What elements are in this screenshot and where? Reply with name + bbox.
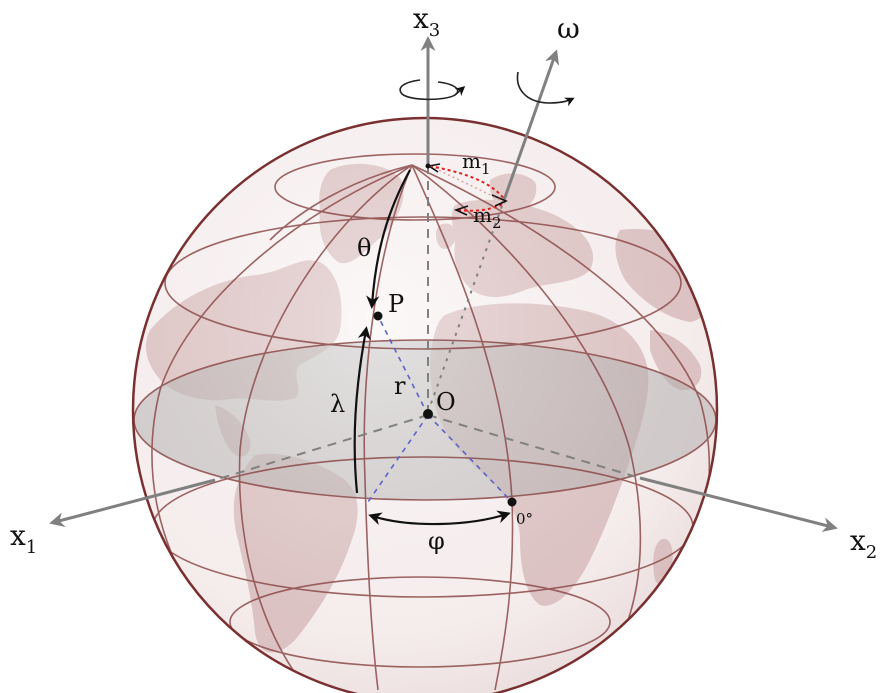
label-o: O: [436, 388, 456, 416]
label-theta: θ: [357, 234, 371, 262]
pole-path-m1: [429, 165, 506, 201]
lambda-arrow: [353, 326, 371, 494]
label-m1-sub: 1: [481, 160, 491, 178]
label-zero-deg: 0°: [516, 510, 533, 528]
point-p-dot: [373, 311, 383, 321]
label-omega: ω: [557, 12, 580, 45]
label-x2-sub: 2: [866, 542, 877, 563]
label-x1: x1: [10, 519, 37, 558]
label-p: P: [388, 290, 404, 318]
x1-axis: [49, 478, 216, 527]
label-phi: φ: [428, 527, 445, 555]
rotation-omega-icon: [516, 71, 575, 107]
label-m2: m2: [473, 203, 502, 232]
coordinate-axes: [49, 36, 838, 533]
origin-dot: [423, 409, 433, 419]
label-lambda: λ: [330, 390, 345, 418]
label-m1: m1: [462, 149, 491, 178]
label-x2: x2: [850, 524, 877, 563]
label-r: r: [394, 372, 406, 400]
x2-axis-hidden: [427, 414, 641, 479]
omega-axis-hidden: [427, 202, 504, 413]
label-x1-sub: 1: [26, 537, 37, 558]
rotation-x3-icon: [399, 79, 466, 101]
label-x3: x3: [413, 2, 440, 41]
pole-path-m2: [457, 202, 506, 212]
graticule: [133, 153, 717, 691]
theta-arrow: [366, 169, 411, 309]
label-x3-sub: 3: [429, 20, 440, 41]
label-m2-sub: 2: [492, 214, 502, 232]
omega-axis: [501, 49, 560, 204]
sphere: [131, 116, 719, 693]
pole-motion: [425, 163, 508, 216]
phi-arrow: [368, 510, 511, 526]
zero-meridian-dot: [507, 497, 517, 507]
x2-axis: [639, 476, 838, 533]
x1-axis-hidden: [214, 414, 429, 481]
radius-lines: [367, 315, 513, 503]
